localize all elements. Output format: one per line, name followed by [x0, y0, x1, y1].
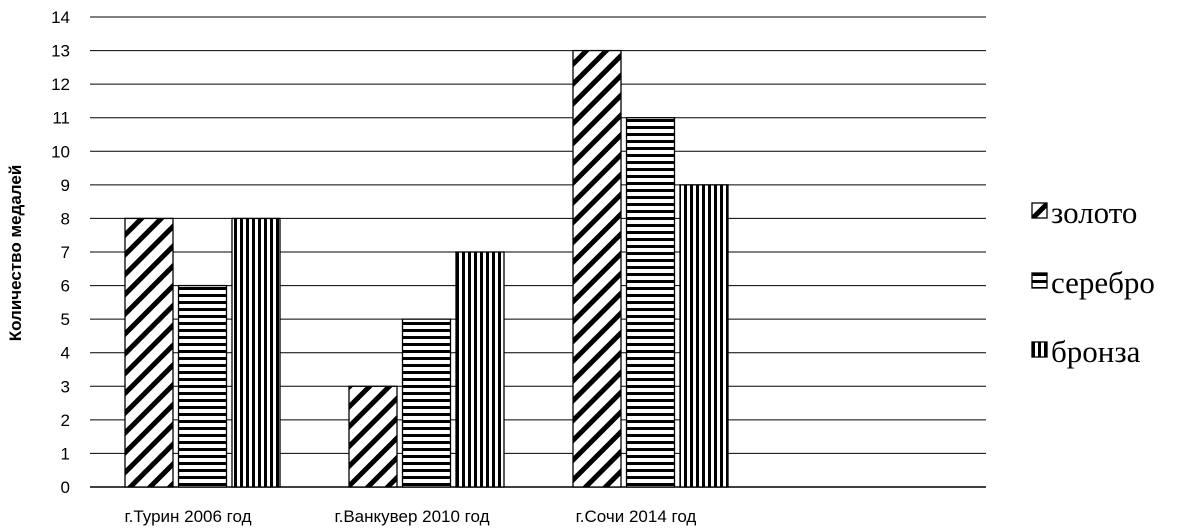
x-category-label: г.Сочи 2014 год	[576, 507, 697, 526]
y-tick-label: 10	[51, 142, 70, 161]
bar-золото	[572, 49, 622, 488]
y-tick-label: 9	[61, 176, 70, 195]
y-tick-label: 6	[61, 277, 70, 296]
y-tick-label: 2	[61, 411, 70, 430]
legend-label: золото	[1051, 195, 1137, 230]
y-tick-label: 7	[61, 243, 70, 262]
y-axis-title: Количество медалей	[6, 165, 25, 342]
x-category-label: г.Турин 2006 год	[124, 507, 251, 526]
y-tick-label: 0	[61, 478, 70, 497]
bars	[124, 49, 729, 488]
x-category-labels: г.Турин 2006 год г.Ванкувер 2010 год г.Соч…	[124, 507, 696, 526]
bar-серебро	[401, 318, 452, 488]
x-category-label: г.Ванкувер 2010 год	[334, 507, 489, 526]
legend-swatch-бронза	[1031, 341, 1048, 358]
bar-серебро	[625, 117, 676, 488]
legend-label: бронза	[1051, 334, 1141, 369]
y-tick-label: 4	[61, 344, 70, 363]
y-tick-label: 13	[51, 42, 70, 61]
bar-бронза	[231, 217, 281, 488]
bar-серебро	[177, 284, 228, 488]
y-tick-label: 11	[52, 109, 70, 128]
y-tick-label: 3	[61, 377, 70, 396]
bar-бронза	[455, 251, 505, 488]
legend-label: серебро	[1051, 265, 1155, 300]
y-tick-label: 14	[51, 8, 70, 27]
y-tick-label: 12	[51, 75, 70, 94]
legend-swatch-серебро	[1031, 272, 1048, 289]
y-tick-label: 8	[61, 209, 70, 228]
y-tick-label: 1	[61, 444, 70, 463]
legend: золото серебро бронза	[1031, 195, 1155, 369]
y-tick-label: 5	[61, 310, 70, 329]
bar-бронза	[679, 184, 729, 488]
bar-золото	[124, 217, 174, 488]
legend-swatch-золото	[1031, 202, 1048, 219]
bar-золото	[348, 385, 398, 488]
